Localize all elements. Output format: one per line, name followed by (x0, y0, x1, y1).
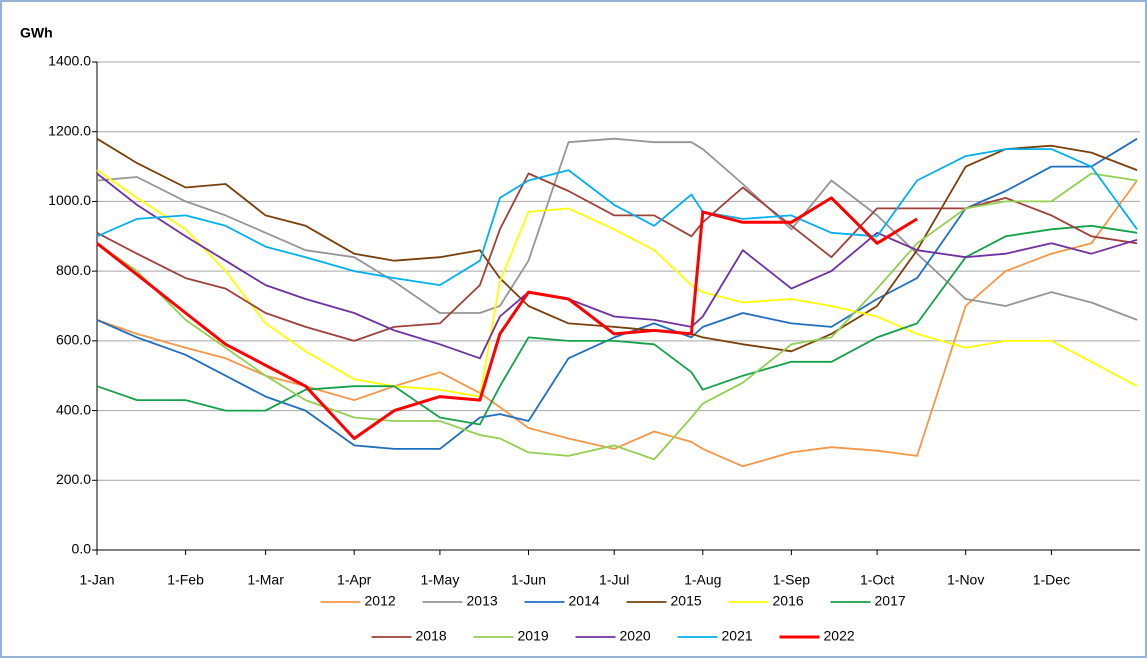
series-line (96, 172, 1138, 360)
series-line (96, 172, 1138, 461)
y-tick-label: 200.0 (56, 471, 91, 487)
x-tick-label: 1-Jun (511, 572, 546, 588)
legend-label: 2018 (416, 628, 447, 644)
legend-label: 2021 (722, 628, 753, 644)
x-tick-label: 1-Aug (684, 572, 721, 588)
legend-label: 2017 (875, 593, 906, 609)
y-tick-label: 400.0 (56, 401, 91, 417)
series-line (96, 137, 1138, 353)
legend-label: 2012 (365, 593, 396, 609)
y-tick-label: 1000.0 (48, 192, 91, 208)
y-tick-label: 600.0 (56, 332, 91, 348)
x-tick-label: 1-Mar (247, 572, 284, 588)
y-tick-label: 1200.0 (48, 122, 91, 138)
x-tick-label: 1-Dec (1033, 572, 1070, 588)
x-tick-label: 1-Jul (599, 572, 629, 588)
series-line (96, 169, 1138, 398)
x-tick-label: 1-Oct (860, 572, 894, 588)
legend-label: 2016 (773, 593, 804, 609)
series-line (96, 172, 1138, 342)
series-line (96, 179, 1138, 468)
x-tick-label: 1-Apr (337, 572, 372, 588)
legend-label: 2013 (467, 593, 498, 609)
legend-label: 2015 (671, 593, 702, 609)
y-tick-label: 800.0 (56, 262, 91, 278)
y-tick-label: 0.0 (72, 541, 92, 557)
series-line (96, 148, 1138, 286)
y-axis-label: GWh (20, 25, 53, 41)
x-tick-label: 1-Nov (947, 572, 984, 588)
legend-label: 2022 (824, 628, 855, 644)
y-tick-label: 1400.0 (48, 53, 91, 69)
x-tick-label: 1-May (420, 572, 459, 588)
series-line (96, 196, 918, 440)
legend-label: 2019 (518, 628, 549, 644)
x-tick-label: 1-Feb (167, 572, 204, 588)
series-line (96, 137, 1138, 450)
legend-label: 2014 (569, 593, 600, 609)
x-tick-label: 1-Jan (79, 572, 114, 588)
x-tick-label: 1-Sep (773, 572, 811, 588)
series-line (96, 224, 1138, 426)
series-line (96, 137, 1138, 321)
legend-label: 2020 (620, 628, 651, 644)
